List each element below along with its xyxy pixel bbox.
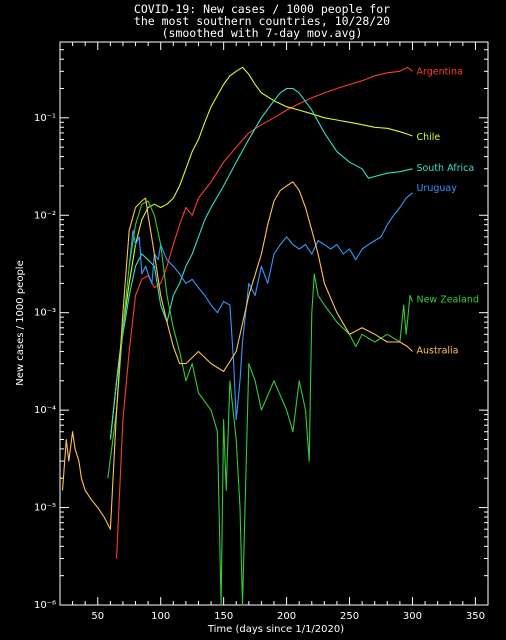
x-tick-label: 150 xyxy=(214,611,233,622)
x-tick-label: 50 xyxy=(91,611,104,622)
x-axis-label: Time (days since 1/1/2020) xyxy=(207,624,344,635)
series-line-chile xyxy=(109,66,413,440)
x-tick-label: 100 xyxy=(151,611,170,622)
series-lines xyxy=(61,66,414,606)
series-line-uruguay xyxy=(128,192,413,421)
series-line-south-africa xyxy=(109,87,413,440)
series-label-argentina: Argentina xyxy=(416,66,462,77)
y-tick-label: 10⁻² xyxy=(34,210,56,221)
x-tick-label: 350 xyxy=(466,611,485,622)
series-line-argentina xyxy=(116,66,413,559)
y-tick-label: 10⁻¹ xyxy=(34,113,56,124)
x-tick-label: 250 xyxy=(340,611,359,622)
y-tick-label: 10⁻⁶ xyxy=(34,600,56,611)
y-axis-label: New cases / 1000 people xyxy=(15,260,26,385)
series-label-south-africa: South Africa xyxy=(416,163,474,174)
series-line-new-zealand xyxy=(107,200,414,606)
series-label-uruguay: Uruguay xyxy=(416,183,457,194)
chart-title-line-3: (smoothed with 7-day mov.avg) xyxy=(162,26,363,40)
y-tick-label: 10⁻⁴ xyxy=(34,405,56,416)
series-label-new-zealand: New Zealand xyxy=(416,295,478,306)
series-labels: Argentina Chile South Africa Uruguay New Zea… xyxy=(416,66,478,356)
x-tick-label: 300 xyxy=(403,611,422,622)
series-label-australia: Australia xyxy=(416,345,458,356)
axis-ticks: 50 100 150 200 250 300 350 10⁻⁶ 10⁻⁵ 10⁻⁴ 10⁻³ 10⁻²… xyxy=(34,42,488,622)
series-line-australia xyxy=(61,181,413,530)
series-label-chile: Chile xyxy=(416,132,440,143)
x-tick-label: 200 xyxy=(277,611,296,622)
chart-title-line-2: the most southern countries, 10/28/20 xyxy=(134,14,390,28)
chart-title-line-1: COVID-19: New cases / 1000 people for xyxy=(134,2,390,16)
y-tick-label: 10⁻⁵ xyxy=(34,503,56,514)
y-tick-label: 10⁻³ xyxy=(34,308,56,319)
